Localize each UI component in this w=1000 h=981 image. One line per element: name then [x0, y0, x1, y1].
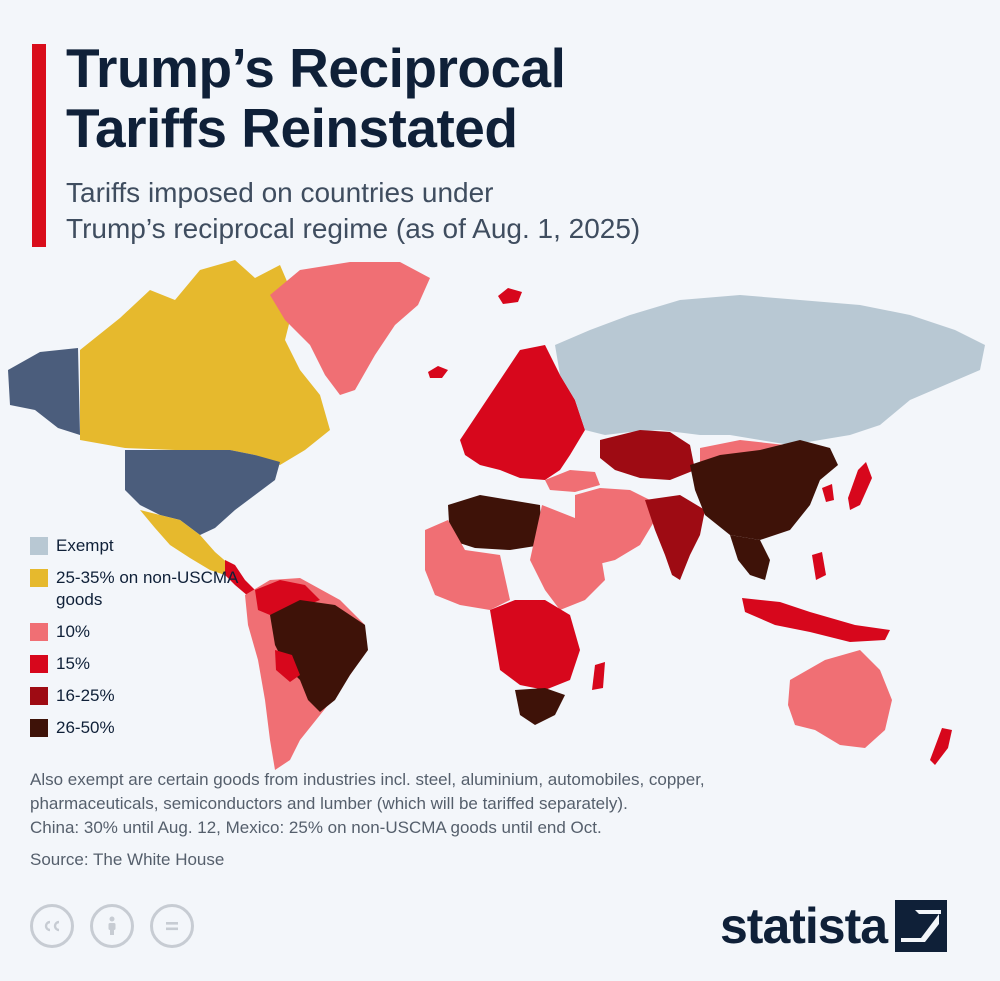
region-indonesia: [742, 598, 890, 642]
legend-label: 16-25%: [56, 686, 115, 705]
region-east-africa: [530, 505, 605, 610]
note-line-2: pharmaceuticals, semiconductors and lumb…: [30, 794, 628, 813]
title-line-2: Tariffs Reinstated: [66, 97, 518, 159]
region-central-asia: [600, 430, 695, 480]
world-map: [8, 260, 985, 770]
region-new-zealand: [930, 728, 952, 765]
cc-icon[interactable]: [30, 904, 74, 948]
region-iceland: [428, 366, 448, 378]
legend-label: 10%: [56, 622, 91, 641]
region-japan: [848, 462, 872, 510]
brand-name: statista: [720, 898, 888, 954]
legend-label: 25-35% on non-USCMA goods: [56, 568, 238, 609]
legend-swatch: [30, 569, 48, 587]
region-svalbard: [498, 288, 522, 304]
equals-icon: [166, 922, 178, 931]
subtitle-line-1: Tariffs imposed on countries under: [66, 177, 494, 208]
statista-mark-icon: [895, 900, 948, 952]
legend-item-exempt: Exempt: [30, 535, 250, 557]
source-text: Source: The White House: [30, 850, 225, 869]
region-europe: [460, 345, 585, 480]
legend-item-16-25: 16-25%: [30, 685, 250, 707]
map-legend: Exempt 25-35% on non-USCMA goods 10% 15%…: [30, 535, 250, 749]
region-alaska: [8, 348, 80, 435]
legend-swatch: [30, 623, 48, 641]
region-turkey: [545, 470, 600, 492]
legend-item-10: 10%: [30, 621, 250, 643]
note-line-1: Also exempt are certain goods from indus…: [30, 770, 705, 789]
legend-item-15: 15%: [30, 653, 250, 675]
legend-label: Exempt: [56, 536, 114, 555]
person-icon: [108, 916, 116, 935]
region-brazil: [270, 600, 368, 712]
legend-item-25-35: 25-35% on non-USCMA goods: [30, 567, 250, 611]
legend-label: 15%: [56, 654, 91, 673]
region-russia: [555, 295, 985, 445]
no-derivatives-icon[interactable]: [150, 904, 194, 948]
region-greenland: [270, 262, 430, 395]
region-central-africa: [490, 600, 580, 690]
region-korea: [822, 484, 834, 502]
license-icons: [30, 904, 194, 948]
region-india: [645, 495, 705, 580]
cc-glyph-icon: [44, 920, 60, 932]
legend-swatch: [30, 687, 48, 705]
region-southern-africa: [515, 688, 565, 725]
brand-logo[interactable]: statista: [720, 896, 948, 956]
footnotes: Also exempt are certain goods from indus…: [30, 768, 950, 872]
region-canada: [80, 260, 330, 465]
region-mexico: [140, 510, 230, 575]
note-line-3: China: 30% until Aug. 12, Mexico: 25% on…: [30, 818, 602, 837]
region-bolivia: [275, 650, 300, 682]
chart-subtitle: Tariffs imposed on countries under Trump…: [66, 175, 640, 247]
region-philippines: [812, 552, 826, 580]
chart-title: Trump’s Reciprocal Tariffs Reinstated: [66, 37, 566, 159]
legend-swatch: [30, 655, 48, 673]
region-west-africa: [425, 520, 510, 610]
region-libya: [448, 495, 542, 550]
legend-label: 26-50%: [56, 718, 115, 737]
region-madagascar: [592, 662, 605, 690]
region-central-america: [225, 560, 255, 596]
title-line-1: Trump’s Reciprocal: [66, 37, 566, 99]
region-australia: [788, 650, 892, 748]
accent-bar: [32, 44, 46, 247]
region-southeast-asia: [730, 535, 770, 580]
legend-item-26-50: 26-50%: [30, 717, 250, 739]
region-china: [690, 440, 838, 540]
region-united-states: [125, 450, 280, 535]
attribution-icon[interactable]: [90, 904, 134, 948]
legend-swatch: [30, 537, 48, 555]
legend-swatch: [30, 719, 48, 737]
subtitle-line-2: Trump’s reciprocal regime (as of Aug. 1,…: [66, 213, 641, 244]
